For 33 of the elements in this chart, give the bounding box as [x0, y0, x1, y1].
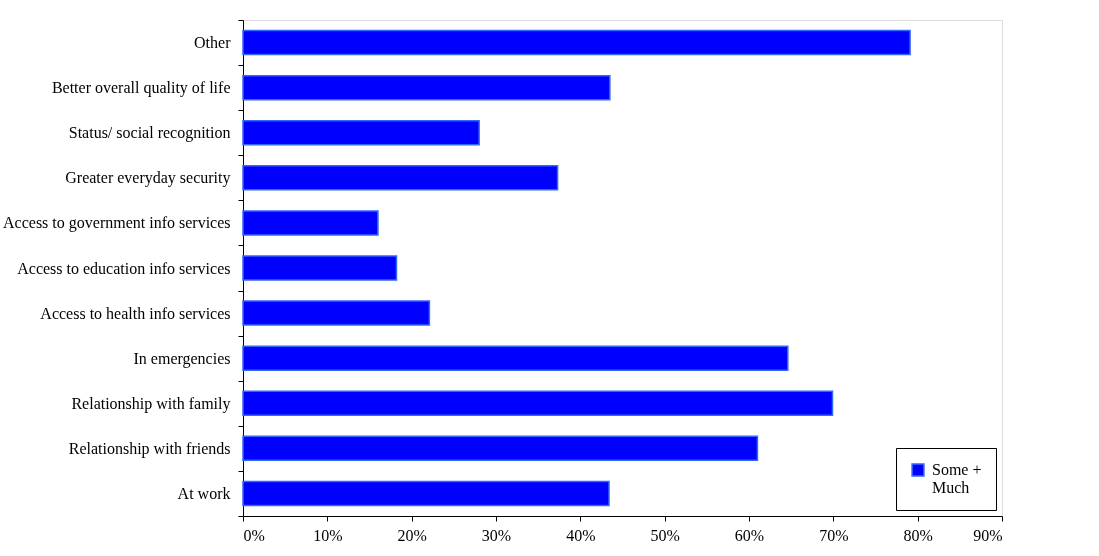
bar — [242, 255, 398, 281]
y-tick-label: Status/ social recognition — [68, 124, 231, 143]
bar — [242, 119, 480, 146]
y-tick-label: Access to education info services — [17, 259, 231, 277]
y-tick-label: Other — [194, 34, 232, 52]
legend-label: Some + Much — [932, 461, 982, 496]
x-tick-label: 70% — [819, 526, 849, 544]
y-tick-label: Greater everyday security — [65, 169, 231, 188]
y-tick-label: Relationship with friends — [68, 439, 231, 458]
bar — [242, 345, 789, 371]
x-tick-label: 40% — [566, 526, 596, 544]
x-tick-label: 80% — [903, 526, 933, 544]
y-tick-label: Better overall quality of life — [51, 79, 231, 98]
bar — [242, 165, 559, 191]
y-tick-label: At work — [177, 484, 231, 502]
y-tick-label: Relationship with family — [71, 394, 231, 413]
y-tick-label: Access to government info services — [3, 214, 231, 233]
x-tick-label: 60% — [734, 526, 765, 544]
x-tick-label: 30% — [481, 526, 512, 544]
bar — [242, 300, 431, 326]
bar — [242, 435, 759, 462]
bar — [242, 480, 610, 507]
x-tick-label: 10% — [313, 526, 343, 544]
x-tick-label: 0% — [243, 526, 265, 544]
bar — [242, 210, 379, 236]
x-tick-label: 20% — [397, 526, 427, 544]
bar — [242, 29, 911, 56]
x-tick-label: 50% — [650, 526, 680, 544]
y-tick-label: Access to health info services — [40, 304, 231, 322]
x-tick-label: 90% — [973, 526, 1003, 544]
bar — [242, 74, 611, 101]
y-tick-label: In emergencies — [133, 349, 231, 368]
bar — [242, 390, 834, 417]
